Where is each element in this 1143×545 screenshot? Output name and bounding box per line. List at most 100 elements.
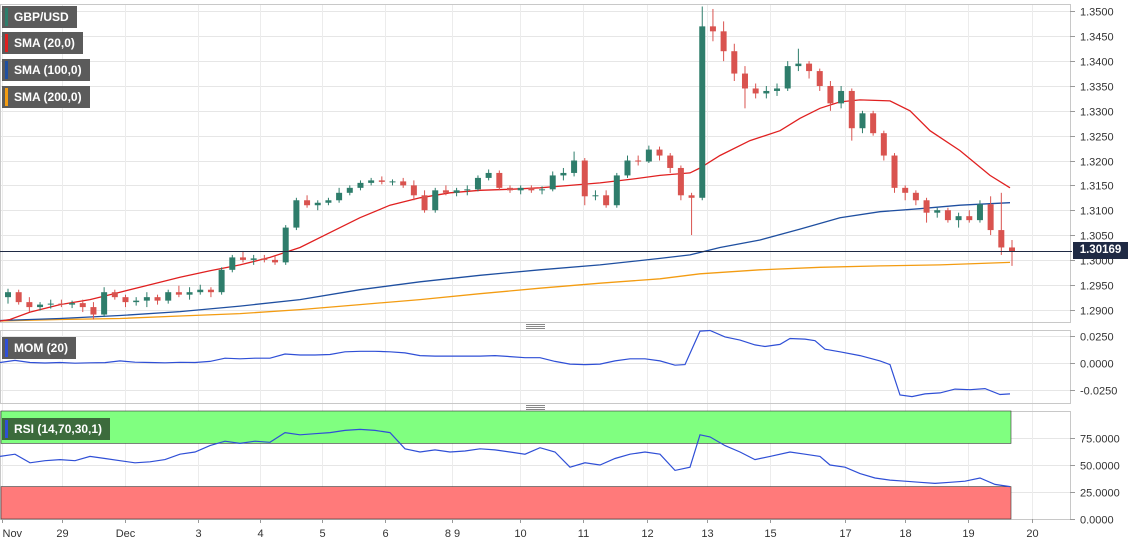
legend-sma20-label: SMA (20,0) <box>14 36 75 50</box>
tick-label-mom: -0.0250 <box>1080 386 1117 398</box>
candle-body <box>656 149 663 156</box>
x-tick-label: 8 9 <box>445 528 460 540</box>
candle-body <box>389 181 396 183</box>
candle-body <box>603 195 610 206</box>
candle-body <box>432 190 439 211</box>
candle-body <box>197 289 204 293</box>
candle-body <box>186 292 193 295</box>
candle-body <box>816 71 823 86</box>
tick-label-price: 1.3150 <box>1080 181 1114 193</box>
candle-body <box>560 172 567 176</box>
tick-label-price: 1.2900 <box>1080 306 1114 318</box>
candle-body <box>314 202 321 206</box>
candle-body <box>934 210 941 213</box>
x-tick-label: 10 <box>514 528 526 540</box>
candle-body <box>229 257 236 270</box>
legend-mom: MOM (20) <box>2 337 76 359</box>
x-axis-ticks: Nov 29 Dec 3 4 5 6 8 9 10 11 12 13 15 17 18 19 20 <box>2 519 1039 540</box>
candle-body <box>90 307 97 315</box>
candle-body <box>880 133 887 156</box>
legend-sma100: SMA (100,0) <box>2 59 90 81</box>
candle-body <box>26 302 33 308</box>
legend-sma100-label: SMA (100,0) <box>14 63 82 77</box>
tick-label-price: 1.3350 <box>1080 82 1114 94</box>
candle-body <box>902 187 909 193</box>
legend-sma20: SMA (20,0) <box>2 32 83 54</box>
panel-splitters[interactable] <box>526 324 545 410</box>
x-tick-label: 15 <box>764 528 776 540</box>
candle-body <box>69 303 76 305</box>
candle-body <box>624 160 631 176</box>
candle-body <box>143 297 150 301</box>
candle-body <box>250 258 257 260</box>
candle-body <box>720 31 727 52</box>
tick-label-price: 1.3200 <box>1080 157 1114 169</box>
candle-body <box>304 200 311 206</box>
panel-frame-mom <box>0 330 1071 404</box>
candle-body <box>421 195 428 211</box>
candle-body <box>175 292 182 295</box>
candle-body <box>410 185 417 196</box>
sma200-line <box>0 261 1011 322</box>
tick-label-mom: 0.0000 <box>1080 359 1114 371</box>
legend-swatch <box>5 8 8 26</box>
legend-rsi: RSI (14,70,30,1) <box>2 418 111 440</box>
candle-body <box>261 258 268 260</box>
candle-body <box>122 297 129 303</box>
x-tick-label: 20 <box>1026 528 1038 540</box>
x-tick-label: 6 <box>382 528 388 540</box>
candle-body <box>79 303 86 308</box>
tick-label-price: 1.3450 <box>1080 32 1114 44</box>
candle-body <box>827 85 834 104</box>
candle-body <box>293 200 300 228</box>
candle-body <box>133 300 140 303</box>
candle-body <box>987 204 994 231</box>
x-tick-label: 12 <box>641 528 653 540</box>
tick-label-price: 1.3050 <box>1080 231 1114 243</box>
legend-rsi-label: RSI (14,70,30,1) <box>14 422 103 436</box>
candle-body <box>1009 247 1015 252</box>
tick-label-rsi: 50.0000 <box>1080 461 1120 473</box>
candle-body <box>101 292 108 315</box>
candle-body <box>325 200 332 203</box>
tick-label-price: 1.3250 <box>1080 132 1114 144</box>
candle-body <box>838 90 845 104</box>
candle-body <box>239 257 246 260</box>
legend-swatch <box>5 420 8 438</box>
candle-body <box>752 88 759 94</box>
candle-body <box>378 180 385 182</box>
candle-body <box>336 192 343 201</box>
legend-swatch <box>5 88 8 106</box>
candle-body <box>848 90 855 129</box>
candle-body <box>912 192 919 201</box>
candle-body <box>741 73 748 89</box>
candle-body <box>784 66 791 89</box>
tick-label-rsi: 0.0000 <box>1080 515 1114 527</box>
candle-body <box>581 160 588 197</box>
candle-body <box>806 63 813 72</box>
candle-body <box>282 227 289 263</box>
candle-body <box>496 172 503 188</box>
candle-body <box>870 113 877 134</box>
candle-body <box>763 90 770 94</box>
candle-body <box>15 292 22 303</box>
candle-body <box>346 187 353 193</box>
x-tick-label: 13 <box>701 528 713 540</box>
mom-line <box>0 329 1011 398</box>
candle-body <box>464 189 471 191</box>
sma100-line <box>0 202 1011 322</box>
current-price-tag: 1.30169 <box>1073 242 1128 259</box>
candle-body <box>944 210 951 221</box>
tick-label-price: 1.3100 <box>1080 206 1114 218</box>
candle-body <box>795 63 802 67</box>
candle-body <box>539 189 546 191</box>
candle-body <box>442 190 449 193</box>
tick-label-mom: 0.0250 <box>1080 332 1114 344</box>
x-tick-label: Nov <box>3 528 23 540</box>
candle-body <box>517 187 524 191</box>
candle-body <box>507 187 513 191</box>
candle-body <box>731 51 738 74</box>
rsi-bands <box>0 410 1012 520</box>
candle-body <box>709 26 716 32</box>
